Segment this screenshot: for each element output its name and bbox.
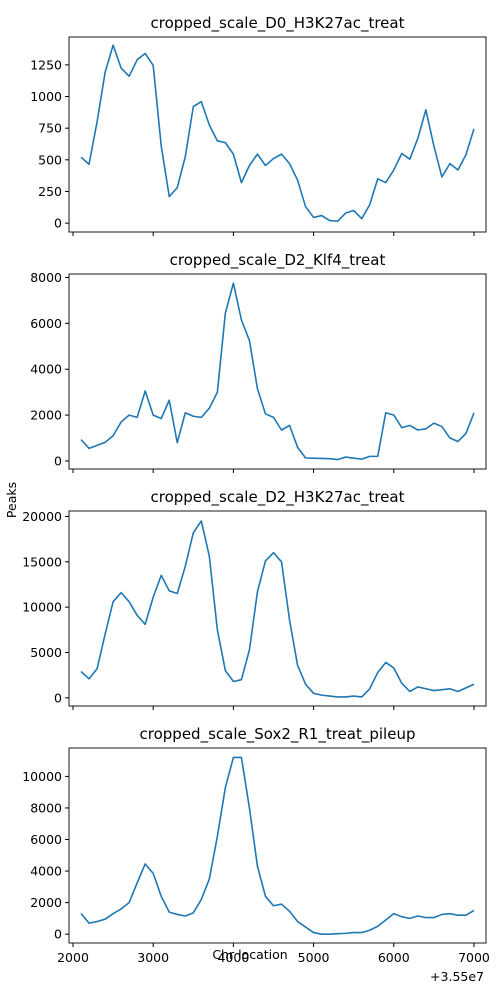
x-tick-label: 3000: [137, 950, 169, 965]
y-tick-label: 6000: [30, 832, 62, 847]
y-tick-label: 250: [38, 184, 62, 199]
x-tick-label: 7000: [458, 950, 490, 965]
y-tick-label: 10000: [22, 600, 62, 615]
subplot-3: cropped_scale_D2_H3K27ac_treat 0 5000 10000…: [22, 488, 487, 710]
y-tick-label: 750: [38, 121, 62, 136]
x-tick-label: 2000: [57, 950, 89, 965]
subplot-title: cropped_scale_D2_Klf4_treat: [170, 251, 386, 270]
y-axis-label: Peaks: [4, 482, 19, 518]
y-tick-label: 2000: [30, 408, 62, 423]
subplot-title: cropped_scale_D2_H3K27ac_treat: [150, 488, 404, 507]
axes-frame: [68, 510, 487, 707]
y-tick-label: 5000: [30, 645, 62, 660]
y-tick-label: 1250: [30, 57, 62, 72]
series-line: [80, 756, 475, 935]
subplot-4: cropped_scale_Sox2_R1_treat_pileup 0 2000 4…: [22, 725, 490, 965]
y-tick-label: 15000: [22, 554, 62, 569]
y-tick-label: 0: [54, 453, 62, 468]
y-tick-label: 0: [54, 690, 62, 705]
x-tick-label: 5000: [298, 950, 330, 965]
series-line: [80, 44, 475, 223]
x-offset-label: +3.55e7: [430, 969, 484, 984]
y-tick-label: 4000: [30, 362, 62, 377]
y-tick-label: 1000: [30, 89, 62, 104]
y-tick-label: 4000: [30, 864, 62, 879]
y-tick-label: 6000: [30, 316, 62, 331]
y-tick-label: 0: [54, 927, 62, 942]
y-tick-label: 0: [54, 216, 62, 231]
subplot-2: cropped_scale_D2_Klf4_treat 0 2000 4000 6000…: [30, 251, 487, 473]
x-tick-label: 4000: [217, 950, 249, 965]
y-tick-label: 2000: [30, 895, 62, 910]
subplot-title: cropped_scale_Sox2_R1_treat_pileup: [140, 725, 416, 744]
subplot-1: cropped_scale_D0_H3K27ac_treat 0 250 500 750…: [30, 14, 487, 236]
series-line: [80, 282, 475, 461]
series-line: [80, 520, 475, 698]
y-tick-label: 10000: [22, 769, 62, 784]
y-tick-label: 8000: [30, 800, 62, 815]
y-tick-label: 500: [38, 152, 62, 167]
axes-frame: [68, 36, 487, 233]
axes-frame: [68, 273, 487, 470]
subplot-title: cropped_scale_D0_H3K27ac_treat: [150, 14, 404, 33]
y-tick-label: 20000: [22, 509, 62, 524]
x-axis-label: Chr location: [212, 947, 287, 962]
x-tick-label: 6000: [378, 950, 410, 965]
axes-frame: [68, 747, 487, 944]
y-tick-label: 8000: [30, 270, 62, 285]
